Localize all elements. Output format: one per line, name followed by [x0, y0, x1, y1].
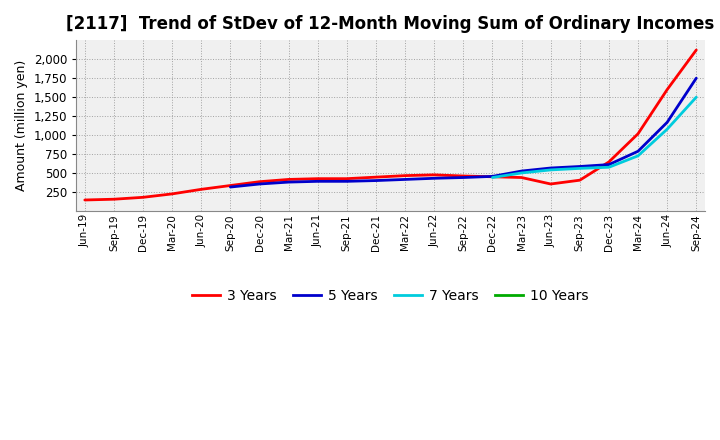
5 Years	[459, 175, 468, 180]
5 Years	[605, 162, 613, 167]
7 Years	[605, 165, 613, 170]
5 Years	[517, 169, 526, 174]
3 Years	[81, 198, 89, 203]
5 Years	[575, 164, 584, 169]
5 Years	[343, 179, 351, 184]
5 Years	[226, 184, 235, 190]
3 Years	[605, 159, 613, 165]
3 Years	[517, 175, 526, 180]
5 Years	[372, 178, 380, 183]
5 Years	[284, 180, 293, 185]
Line: 3 Years: 3 Years	[85, 50, 696, 200]
3 Years	[634, 131, 642, 136]
Line: 5 Years: 5 Years	[230, 78, 696, 187]
5 Years	[692, 76, 701, 81]
Line: 7 Years: 7 Years	[492, 97, 696, 177]
7 Years	[517, 170, 526, 176]
3 Years	[255, 179, 264, 184]
5 Years	[488, 174, 497, 179]
3 Years	[284, 177, 293, 182]
Legend: 3 Years, 5 Years, 7 Years, 10 Years: 3 Years, 5 Years, 7 Years, 10 Years	[187, 283, 594, 308]
3 Years	[226, 183, 235, 188]
7 Years	[692, 95, 701, 100]
5 Years	[255, 181, 264, 187]
3 Years	[575, 178, 584, 183]
7 Years	[663, 127, 672, 132]
3 Years	[546, 181, 555, 187]
3 Years	[109, 197, 118, 202]
Y-axis label: Amount (million yen): Amount (million yen)	[15, 60, 28, 191]
3 Years	[430, 172, 438, 177]
Title: [2117]  Trend of StDev of 12-Month Moving Sum of Ordinary Incomes: [2117] Trend of StDev of 12-Month Moving…	[66, 15, 715, 33]
3 Years	[459, 173, 468, 179]
7 Years	[546, 167, 555, 172]
5 Years	[546, 165, 555, 171]
5 Years	[634, 149, 642, 154]
3 Years	[168, 191, 176, 197]
3 Years	[692, 48, 701, 53]
3 Years	[488, 174, 497, 180]
5 Years	[313, 179, 322, 184]
3 Years	[372, 175, 380, 180]
3 Years	[313, 176, 322, 181]
7 Years	[488, 175, 497, 180]
3 Years	[197, 187, 206, 192]
3 Years	[401, 173, 410, 178]
7 Years	[634, 153, 642, 158]
3 Years	[663, 87, 672, 92]
5 Years	[401, 177, 410, 182]
3 Years	[139, 194, 148, 200]
5 Years	[663, 120, 672, 125]
5 Years	[430, 176, 438, 181]
3 Years	[343, 176, 351, 181]
7 Years	[575, 166, 584, 171]
